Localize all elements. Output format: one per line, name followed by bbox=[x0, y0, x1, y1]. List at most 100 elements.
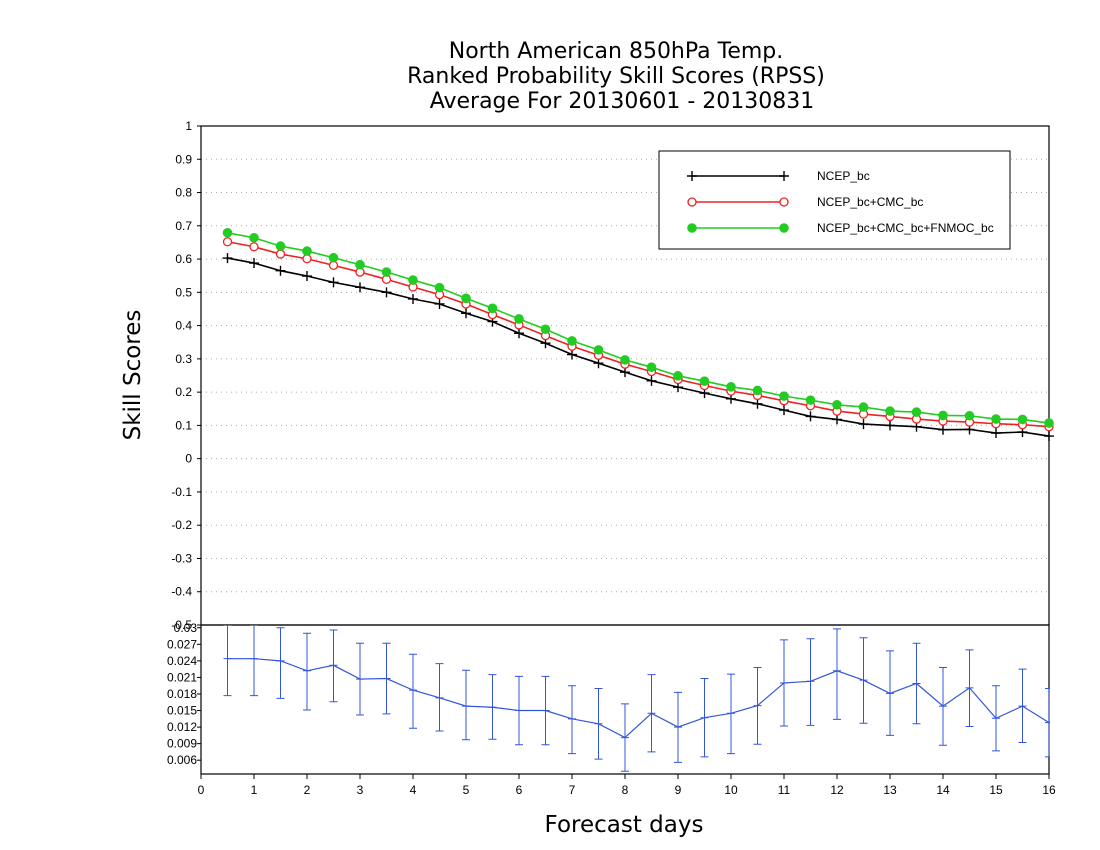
series-ncep-bc-cmc-bc-fnmoc-bc bbox=[222, 227, 1054, 428]
x-tick-label: 1 bbox=[251, 783, 258, 797]
data-point bbox=[408, 275, 418, 285]
data-point bbox=[805, 395, 816, 405]
data-point bbox=[673, 371, 683, 381]
data-point bbox=[832, 414, 842, 425]
data-point bbox=[275, 241, 286, 251]
y-tick-label: -0.4 bbox=[171, 585, 192, 599]
y-tick-label: 0.7 bbox=[175, 219, 192, 233]
data-point bbox=[302, 246, 312, 256]
data-point bbox=[222, 227, 233, 238]
legend-item: NCEP_bc+CMC_bc+FNMOC_bc bbox=[687, 221, 994, 235]
data-point bbox=[514, 314, 524, 324]
legend-marker bbox=[687, 171, 697, 181]
data-point bbox=[699, 376, 710, 386]
x-tick-label: 12 bbox=[830, 783, 844, 797]
y-tick-label: 0.018 bbox=[167, 687, 197, 701]
series-line bbox=[227, 240, 1050, 428]
x-tick-label: 4 bbox=[410, 783, 417, 797]
data-point bbox=[435, 693, 444, 702]
data-point bbox=[249, 242, 259, 252]
series-difference bbox=[223, 625, 1050, 772]
data-point bbox=[832, 399, 842, 410]
data-point bbox=[250, 654, 258, 663]
data-point bbox=[515, 706, 523, 715]
title-line-1: North American 850hPa Temp. bbox=[449, 39, 784, 64]
data-point bbox=[487, 303, 498, 314]
data-point bbox=[329, 661, 338, 670]
y-axis-label: Skill Scores bbox=[120, 310, 146, 441]
data-point bbox=[302, 254, 312, 264]
data-point bbox=[541, 706, 550, 715]
data-point bbox=[488, 703, 497, 712]
y-tick-label: 0.9 bbox=[175, 152, 192, 166]
data-point bbox=[938, 424, 948, 435]
data-point bbox=[912, 679, 921, 688]
chart-title: North American 850hPa Temp. Ranked Proba… bbox=[407, 39, 825, 114]
data-point bbox=[886, 689, 894, 698]
data-point bbox=[567, 349, 577, 360]
data-point bbox=[434, 282, 445, 293]
y-tick-label: 0.1 bbox=[175, 418, 192, 432]
x-tick-label: 6 bbox=[516, 783, 523, 797]
title-line-2: Ranked Probability Skill Scores (RPSS) bbox=[407, 64, 825, 89]
y-tick-label: -0.2 bbox=[171, 518, 192, 532]
x-tick-label: 2 bbox=[304, 783, 311, 797]
data-point bbox=[249, 232, 259, 243]
difference-plot-panel: 0.006 0.009 0.012 0.015 0.018 0.021 0.024 0.027… bbox=[167, 621, 1056, 797]
data-point bbox=[753, 701, 762, 710]
legend-marker bbox=[687, 223, 697, 233]
data-point bbox=[514, 328, 524, 339]
data-point bbox=[355, 282, 365, 293]
y-tick-label: 0.021 bbox=[167, 670, 197, 684]
legend-marker bbox=[779, 197, 789, 207]
x-tick-label: 16 bbox=[1042, 783, 1056, 797]
data-point bbox=[805, 411, 816, 422]
data-point bbox=[1018, 702, 1027, 711]
x-tick-label: 3 bbox=[357, 783, 364, 797]
data-point bbox=[965, 683, 974, 692]
series-ncep-bc bbox=[222, 253, 1054, 442]
data-point bbox=[249, 258, 259, 269]
data-point bbox=[752, 385, 763, 396]
data-point bbox=[540, 324, 551, 335]
data-point bbox=[885, 420, 895, 431]
data-point bbox=[303, 666, 311, 675]
y-tick-label: 0.2 bbox=[175, 385, 192, 399]
data-point bbox=[1044, 418, 1054, 428]
y-tick-label: 0.012 bbox=[167, 720, 197, 734]
data-point bbox=[434, 298, 445, 309]
y-tick-label: 0 bbox=[185, 452, 192, 466]
series-ncep-bc-cmc-bc bbox=[222, 237, 1054, 432]
data-point bbox=[885, 406, 895, 416]
legend-label: NCEP_bc bbox=[817, 169, 870, 183]
data-point bbox=[991, 428, 1001, 439]
y-tick-label: -0.1 bbox=[171, 485, 192, 499]
legend-item: NCEP_bc+CMC_bc bbox=[687, 195, 923, 209]
x-tick-label: 11 bbox=[778, 783, 791, 797]
data-point bbox=[752, 398, 763, 409]
x-tick-label: 14 bbox=[936, 783, 950, 797]
y-tick-label: 0.5 bbox=[175, 285, 192, 299]
data-point bbox=[275, 249, 286, 259]
data-point bbox=[276, 656, 285, 665]
y-tick-label: 0.03 bbox=[174, 621, 198, 635]
data-point bbox=[408, 293, 418, 304]
data-point bbox=[674, 723, 682, 732]
data-point bbox=[858, 419, 869, 430]
data-point bbox=[275, 265, 286, 276]
data-point bbox=[779, 391, 789, 401]
data-point bbox=[223, 654, 232, 663]
data-point bbox=[594, 719, 603, 728]
data-point bbox=[964, 410, 975, 421]
data-point bbox=[222, 237, 233, 247]
data-point bbox=[806, 677, 815, 686]
data-point bbox=[328, 277, 339, 288]
y-tick-label: 0.006 bbox=[167, 753, 197, 767]
data-point bbox=[1044, 431, 1054, 442]
data-point bbox=[859, 676, 868, 685]
legend-marker bbox=[779, 223, 789, 233]
x-tick-label: 13 bbox=[883, 783, 897, 797]
y-tick-label: 0.6 bbox=[175, 252, 192, 266]
legend-item: NCEP_bc bbox=[687, 169, 870, 183]
